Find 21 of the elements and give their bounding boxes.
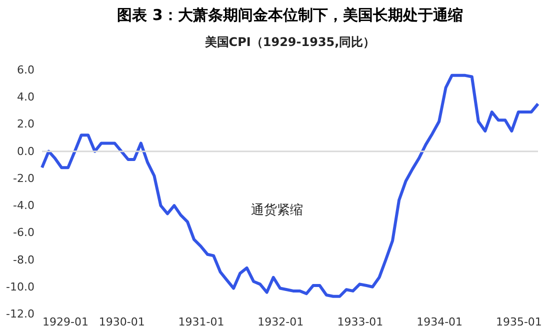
x-tick-label: 1935-01 <box>496 316 542 328</box>
y-tick-label: -4.0 <box>13 199 34 212</box>
x-tick-label: 1933-01 <box>337 316 384 328</box>
y-tick-label: 0.0 <box>17 144 34 158</box>
y-tick-label: 6.0 <box>17 64 34 76</box>
line-series <box>40 74 540 298</box>
x-tick-label: 1931-01 <box>178 316 224 328</box>
y-tick-label: -6.0 <box>13 226 34 240</box>
x-tick-label: 1934-01 <box>416 316 463 328</box>
x-tick-label: 1930-01 <box>98 316 145 328</box>
chart-title: 图表 3：大萧条期间金本位制下，美国长期处于通缩 <box>117 6 463 24</box>
chart-subtitle: 美国CPI（1929-1935,同比） <box>204 35 376 49</box>
y-tick-label: -12.0 <box>6 308 34 320</box>
y-tick-label: -2.0 <box>13 172 34 185</box>
annotation: 通货紧缩 <box>251 203 303 218</box>
x-tick-label: 1929-01 <box>42 316 88 328</box>
y-tick-label: 4.0 <box>17 90 34 104</box>
y-tick-label: -8.0 <box>13 253 34 266</box>
x-tick-label: 1932-01 <box>258 316 304 328</box>
y-tick-label: 2.0 <box>17 118 34 131</box>
y-tick-label: -10.0 <box>6 280 34 294</box>
